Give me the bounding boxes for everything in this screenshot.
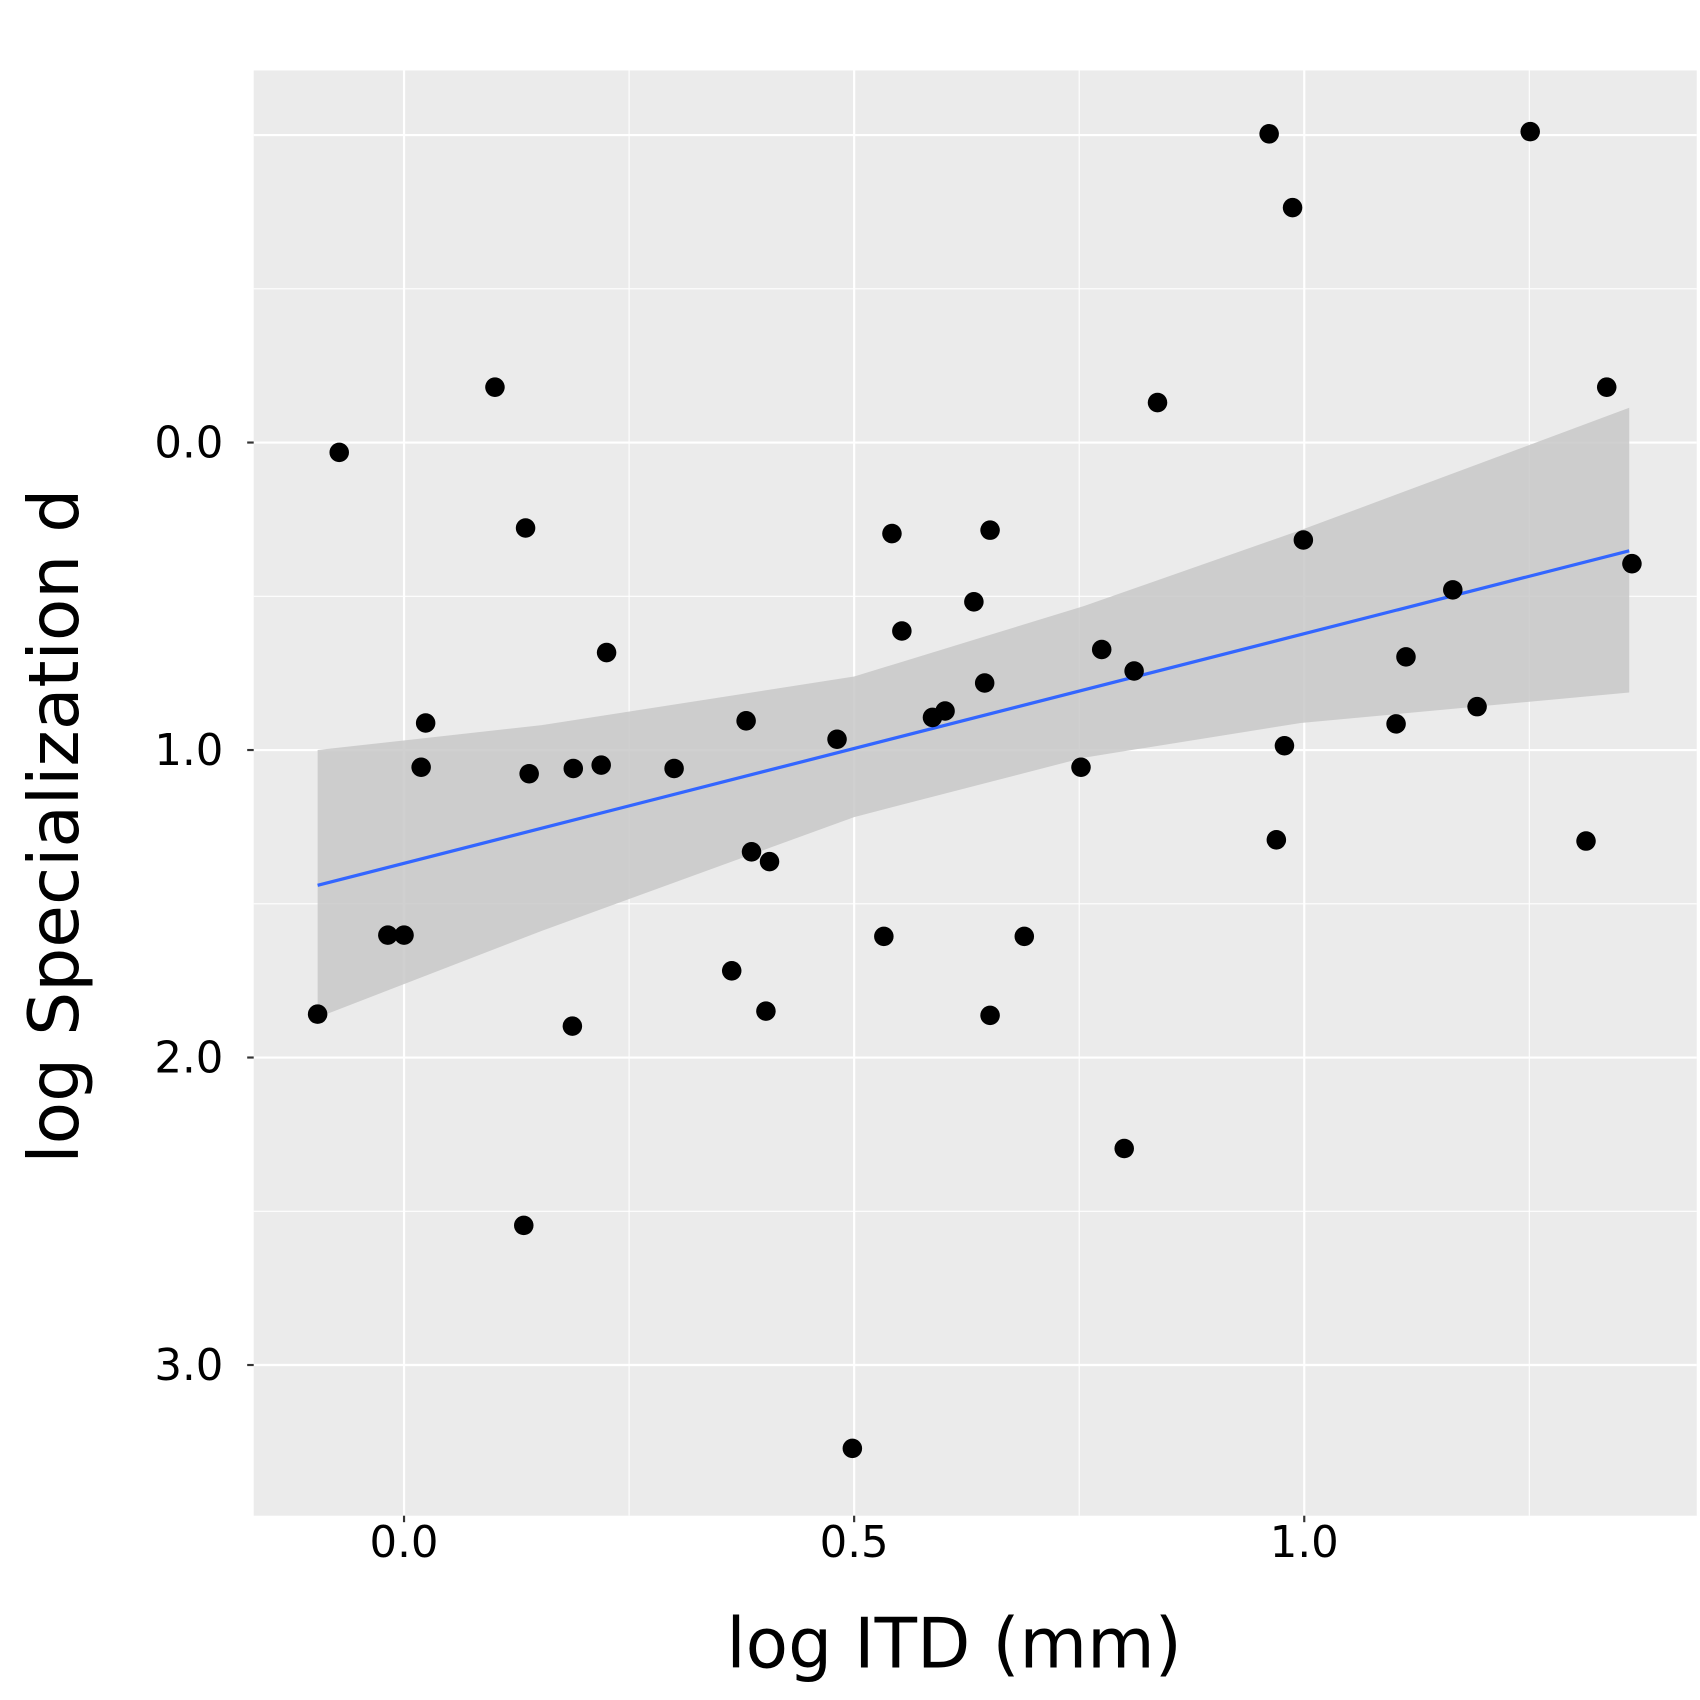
point — [1386, 714, 1406, 734]
point — [563, 758, 584, 779]
point — [974, 673, 995, 693]
point — [1091, 639, 1112, 660]
point — [1114, 1138, 1134, 1159]
point — [596, 642, 617, 663]
point — [827, 729, 847, 750]
point — [882, 523, 902, 544]
point — [519, 763, 539, 784]
point — [1576, 831, 1596, 851]
point — [378, 925, 398, 945]
point — [741, 842, 762, 862]
point — [591, 755, 611, 775]
point — [515, 518, 536, 538]
point — [664, 758, 684, 779]
point — [842, 1438, 863, 1459]
point — [1467, 696, 1487, 717]
point — [874, 926, 894, 947]
y-tick-label: 1.0 — [154, 726, 223, 776]
fit-line — [317, 549, 1630, 887]
point — [736, 711, 756, 731]
x-tick-label: 0.0 — [370, 1518, 439, 1568]
y-tick-label: 2.0 — [154, 1034, 223, 1084]
confidence-band — [317, 407, 1630, 1018]
point — [1266, 830, 1287, 850]
point — [1520, 121, 1540, 142]
point — [1014, 926, 1035, 947]
point — [980, 520, 1000, 540]
point — [1274, 735, 1295, 756]
point — [485, 377, 505, 397]
point — [415, 713, 436, 733]
x-tick-label: 1.0 — [1270, 1518, 1339, 1568]
point — [964, 592, 984, 612]
y-tick-label: 0.0 — [154, 419, 223, 469]
point — [394, 925, 414, 945]
point — [307, 1004, 328, 1024]
point — [1071, 757, 1091, 778]
point — [562, 1016, 583, 1036]
point — [1147, 392, 1168, 413]
y-axis-label: log Specialization d — [15, 489, 95, 1164]
point — [1396, 647, 1416, 667]
x-axis-label: log ITD (mm) — [726, 1604, 1181, 1684]
point — [935, 701, 955, 721]
point — [980, 1005, 1000, 1026]
point — [1282, 197, 1303, 218]
point — [1293, 530, 1314, 550]
point — [721, 961, 742, 981]
point — [1124, 661, 1144, 681]
point — [1622, 553, 1642, 574]
point — [514, 1215, 534, 1236]
point — [759, 851, 780, 872]
y-tick-label: 3.0 — [154, 1341, 223, 1391]
point — [329, 442, 349, 463]
point — [1443, 580, 1463, 600]
point — [1596, 377, 1617, 397]
x-tick-label: 0.5 — [820, 1518, 889, 1568]
point — [756, 1001, 776, 1021]
point — [892, 621, 912, 641]
point — [411, 757, 431, 778]
point — [1259, 124, 1279, 144]
